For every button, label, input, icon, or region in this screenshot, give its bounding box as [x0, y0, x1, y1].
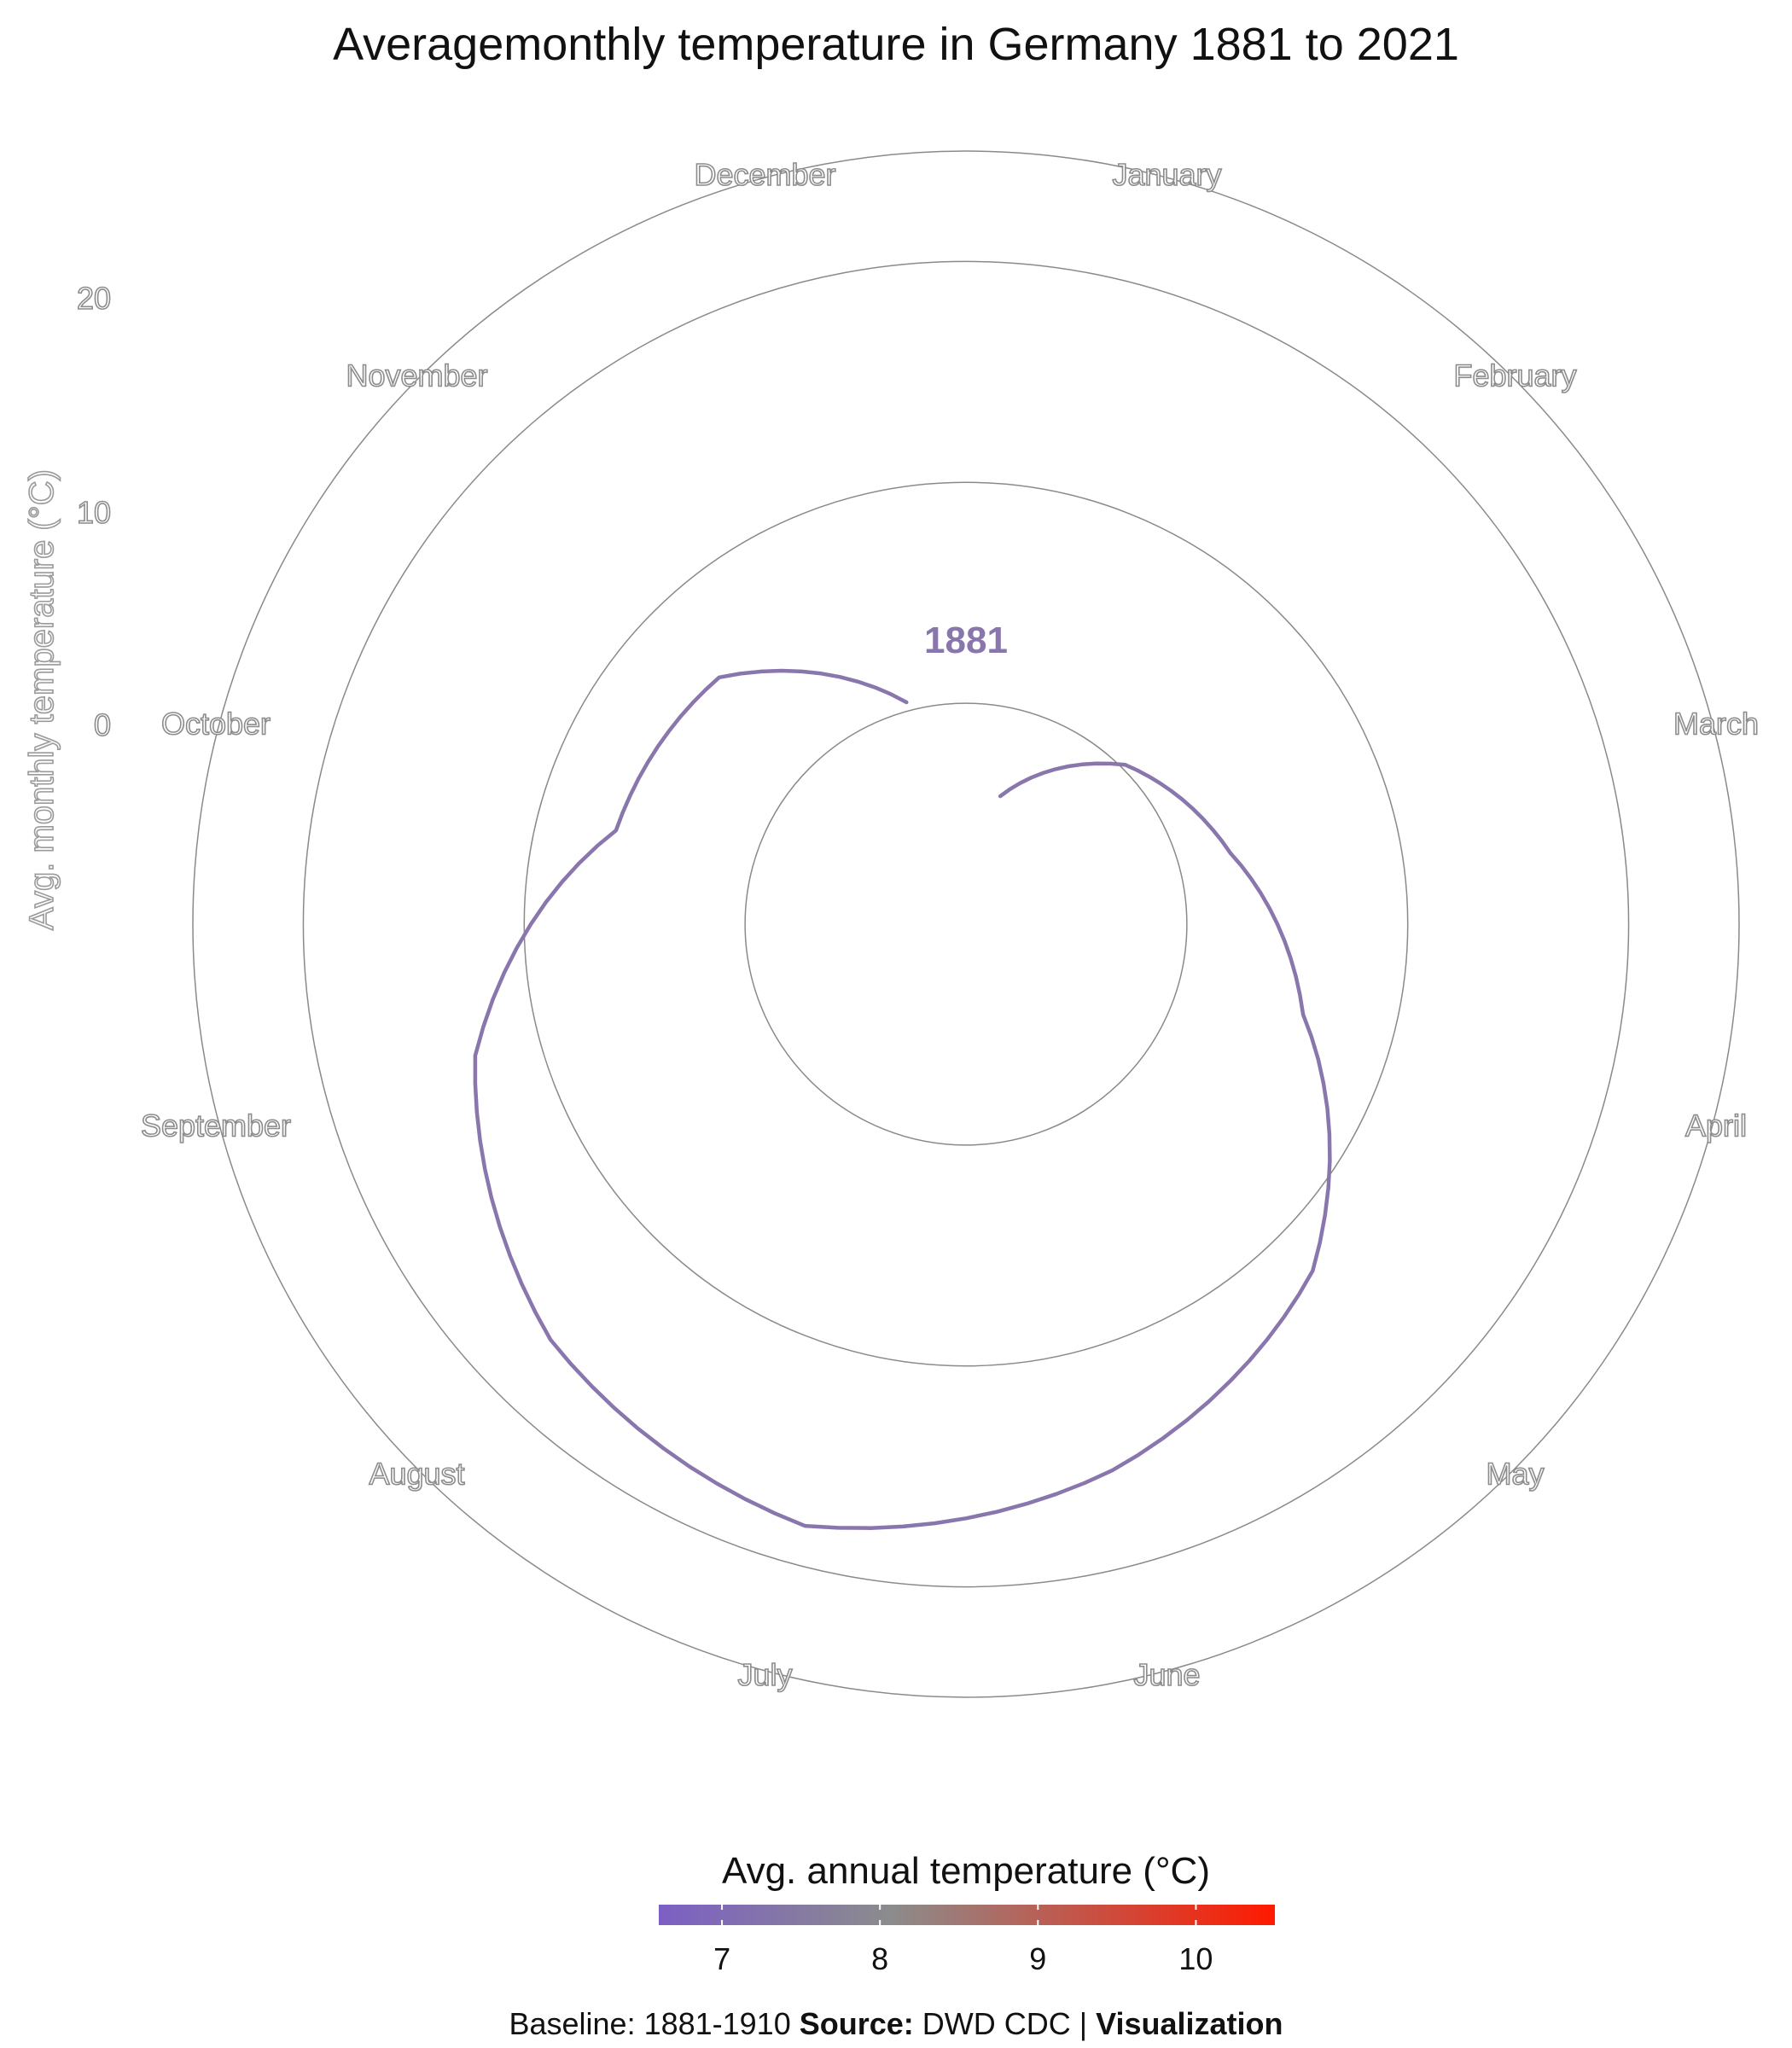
month-label: March — [1673, 707, 1759, 742]
year-label: 1881 — [924, 620, 1008, 661]
series-line — [473, 668, 1332, 1530]
month-label: October — [161, 707, 271, 742]
caption-baseline: Baseline: 1881-1910 — [509, 2006, 799, 2041]
month-label: December — [694, 157, 835, 192]
grid-ring-outer — [192, 150, 1740, 1698]
legend-tick-label: 9 — [1029, 1941, 1046, 1976]
month-label: February — [1453, 358, 1576, 393]
legend-tick-label: 8 — [871, 1941, 888, 1976]
y-axis-label: Avg. monthly temperature (°C) — [23, 469, 61, 930]
y-tick-label: 0 — [94, 707, 111, 742]
grid-ring — [302, 260, 1630, 1588]
caption: Baseline: 1881-1910 Source: DWD CDC | Vi… — [509, 2006, 1283, 2041]
grid-rings — [192, 150, 1740, 1698]
series-lines — [473, 668, 1332, 1530]
month-label: June — [1133, 1657, 1200, 1692]
legend-tick-label: 10 — [1178, 1941, 1213, 1976]
month-label: January — [1112, 157, 1221, 192]
caption-visualization: Visualization — [1096, 2006, 1283, 2041]
chart-title: Averagemonthly temperature in Germany 18… — [333, 19, 1459, 70]
y-tick-label: 20 — [77, 281, 111, 316]
month-labels: January February March April May June July Augu… — [140, 156, 1760, 1693]
y-tick-label: 10 — [77, 495, 111, 530]
month-label: August — [369, 1457, 464, 1492]
grid-ring — [523, 481, 1409, 1367]
grid-ring — [744, 702, 1188, 1146]
legend: Avg. annual temperature (°C) 7 8 9 10 — [659, 1850, 1275, 1976]
month-label: May — [1486, 1457, 1544, 1492]
legend-title: Avg. annual temperature (°C) — [722, 1850, 1210, 1892]
month-label: April — [1685, 1108, 1747, 1143]
month-label: July — [737, 1657, 792, 1692]
y-axis-ticks: 20 10 0 — [76, 280, 112, 743]
caption-source: DWD CDC | — [914, 2006, 1096, 2041]
month-label: November — [346, 358, 487, 393]
caption-source-label: Source: — [800, 2006, 914, 2041]
legend-tick-label: 7 — [713, 1941, 730, 1976]
month-label: September — [141, 1108, 291, 1143]
legend-colorbar — [659, 1905, 1275, 1925]
y-axis: Avg. monthly temperature (°C) 20 10 0 — [22, 280, 112, 931]
legend-ticks: 7 8 9 10 — [713, 1905, 1213, 1976]
